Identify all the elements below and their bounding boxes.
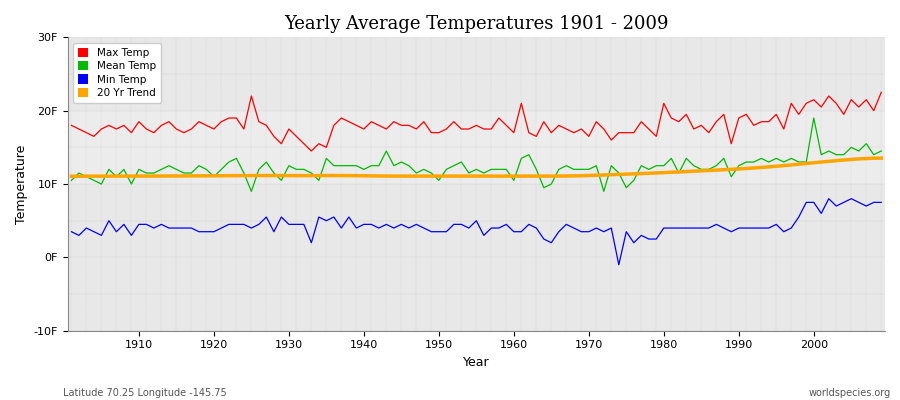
Title: Yearly Average Temperatures 1901 - 2009: Yearly Average Temperatures 1901 - 2009 [284, 15, 669, 33]
Text: Latitude 70.25 Longitude -145.75: Latitude 70.25 Longitude -145.75 [63, 388, 227, 398]
Y-axis label: Temperature: Temperature [15, 144, 28, 224]
Text: worldspecies.org: worldspecies.org [809, 388, 891, 398]
Legend: Max Temp, Mean Temp, Min Temp, 20 Yr Trend: Max Temp, Mean Temp, Min Temp, 20 Yr Tre… [73, 42, 161, 103]
Bar [68, 111, 885, 184]
X-axis label: Year: Year [463, 356, 490, 369]
